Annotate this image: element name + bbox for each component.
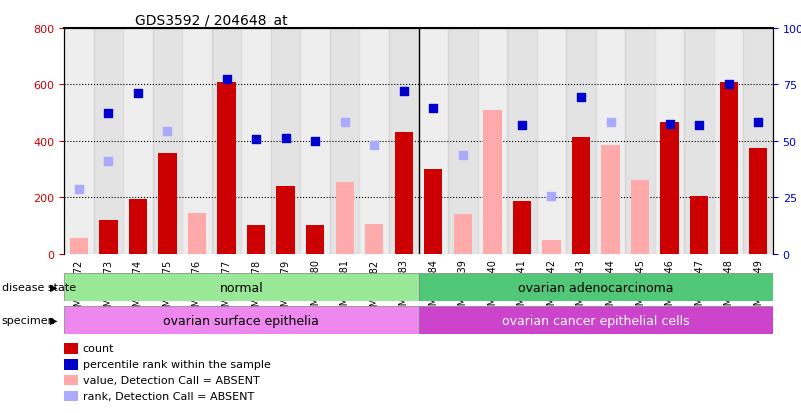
Bar <box>211 29 241 254</box>
Point <box>280 135 292 142</box>
Bar <box>513 202 531 254</box>
Text: count: count <box>83 344 114 354</box>
Text: ovarian surface epithelia: ovarian surface epithelia <box>163 314 320 327</box>
Bar <box>661 123 678 254</box>
Bar <box>684 29 714 254</box>
Point <box>338 120 351 126</box>
Bar <box>182 29 211 254</box>
Bar <box>719 82 738 254</box>
Bar <box>418 306 773 335</box>
Bar <box>537 29 566 254</box>
Bar <box>129 199 147 254</box>
Bar <box>94 29 123 254</box>
Point <box>545 193 557 199</box>
Bar <box>70 239 88 254</box>
Point <box>397 89 410 95</box>
Bar <box>64 273 418 301</box>
Point <box>693 123 706 129</box>
Bar <box>483 111 501 254</box>
Point <box>457 152 469 159</box>
Bar <box>477 29 507 254</box>
Bar <box>453 215 472 254</box>
Bar <box>247 226 265 254</box>
Point <box>72 186 85 192</box>
Bar <box>330 29 360 254</box>
Point <box>368 142 380 149</box>
Point <box>604 120 617 126</box>
Point <box>131 90 144 97</box>
Bar <box>336 182 354 254</box>
Bar <box>389 29 418 254</box>
Text: GDS3592 / 204648_at: GDS3592 / 204648_at <box>135 14 288 28</box>
Point <box>161 128 174 135</box>
Point <box>574 95 587 101</box>
Point <box>427 106 440 112</box>
Point <box>663 121 676 128</box>
Point <box>516 123 529 129</box>
Bar <box>123 29 153 254</box>
Bar <box>743 29 773 254</box>
Bar <box>64 306 418 335</box>
Bar <box>572 137 590 254</box>
Point <box>220 77 233 83</box>
Point <box>250 136 263 142</box>
Bar <box>418 273 773 301</box>
Bar <box>749 149 767 254</box>
Bar <box>276 187 295 254</box>
Bar <box>153 29 183 254</box>
Bar <box>602 146 620 254</box>
Bar <box>714 29 743 254</box>
Bar <box>365 224 384 254</box>
Text: ovarian cancer epithelial cells: ovarian cancer epithelial cells <box>502 314 690 327</box>
Bar <box>542 240 561 254</box>
Bar <box>631 181 649 254</box>
Bar <box>425 170 442 254</box>
Bar <box>418 29 448 254</box>
Text: value, Detection Call = ABSENT: value, Detection Call = ABSENT <box>83 375 260 385</box>
Text: rank, Detection Call = ABSENT: rank, Detection Call = ABSENT <box>83 391 254 401</box>
Text: disease state: disease state <box>2 282 76 292</box>
Bar <box>188 213 206 254</box>
Bar <box>448 29 477 254</box>
Text: percentile rank within the sample: percentile rank within the sample <box>83 359 271 369</box>
Bar <box>300 29 330 254</box>
Bar <box>360 29 389 254</box>
Bar <box>596 29 626 254</box>
Text: specimen: specimen <box>2 316 55 325</box>
Point <box>752 120 765 126</box>
Text: normal: normal <box>219 281 264 294</box>
Text: ▶: ▶ <box>50 282 58 292</box>
Point <box>308 138 321 145</box>
Bar <box>271 29 300 254</box>
Bar <box>306 226 324 254</box>
Bar <box>655 29 684 254</box>
Bar <box>217 82 235 254</box>
Bar <box>626 29 655 254</box>
Text: ovarian adenocarcinoma: ovarian adenocarcinoma <box>518 281 674 294</box>
Text: ▶: ▶ <box>50 316 58 325</box>
Bar <box>159 154 176 254</box>
Bar <box>241 29 271 254</box>
Bar <box>507 29 537 254</box>
Bar <box>64 29 94 254</box>
Point <box>102 158 115 164</box>
Bar <box>690 196 708 254</box>
Bar <box>395 133 413 254</box>
Point <box>723 82 735 88</box>
Bar <box>566 29 596 254</box>
Point <box>102 110 115 116</box>
Bar <box>99 220 118 254</box>
